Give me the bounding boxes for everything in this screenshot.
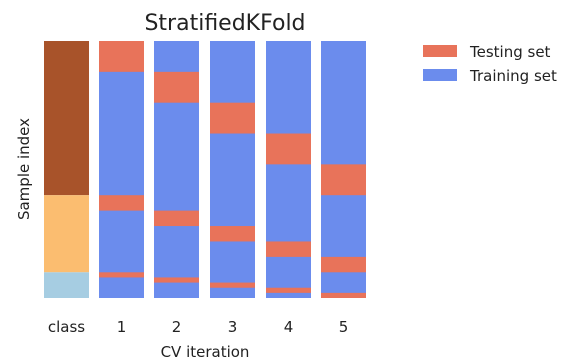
legend: Testing set Training set [423, 43, 557, 85]
testing-segment-fold-2-3 [154, 277, 199, 283]
legend-swatch-1 [423, 45, 457, 57]
testing-segment-fold-2-1 [154, 71, 199, 103]
x-axis-label: CV iteration [161, 343, 250, 361]
training-bar-fold-1 [99, 41, 144, 298]
testing-segment-fold-1-2 [99, 195, 144, 211]
training-bar-fold-3 [210, 41, 255, 298]
x-tick-3: 3 [228, 318, 238, 336]
testing-segment-fold-1-1 [99, 41, 144, 72]
chart-title: StratifiedKFold [144, 11, 305, 36]
testing-segment-fold-4-2 [266, 241, 311, 257]
testing-segment-fold-5-1 [321, 164, 366, 196]
class-segment-1 [44, 195, 89, 273]
testing-segment-fold-4-3 [266, 287, 311, 293]
x-tick-4: 4 [284, 318, 294, 336]
testing-segment-fold-3-1 [210, 102, 255, 134]
x-tick-5: 5 [339, 318, 349, 336]
legend-label-1: Testing set [469, 43, 551, 61]
legend-swatch-2 [423, 69, 457, 81]
testing-segment-fold-4-1 [266, 133, 311, 165]
testing-segment-fold-1-3 [99, 272, 144, 278]
testing-segment-fold-5-3 [321, 292, 366, 298]
y-axis-label: Sample index [15, 118, 33, 220]
bar-columns [44, 41, 366, 298]
testing-segment-fold-5-2 [321, 256, 366, 273]
testing-segment-fold-3-3 [210, 282, 255, 288]
testing-segment-fold-3-2 [210, 226, 255, 242]
x-tick-class: class [48, 318, 85, 336]
x-tick-1: 1 [117, 318, 127, 336]
testing-segment-fold-2-2 [154, 210, 199, 227]
class-segment-0 [44, 41, 89, 196]
class-segment-2 [44, 272, 89, 298]
x-tick-labels: class 1 2 3 4 5 [48, 318, 348, 336]
training-bar-fold-4 [266, 41, 311, 298]
legend-label-2: Training set [469, 67, 557, 85]
x-tick-2: 2 [172, 318, 182, 336]
